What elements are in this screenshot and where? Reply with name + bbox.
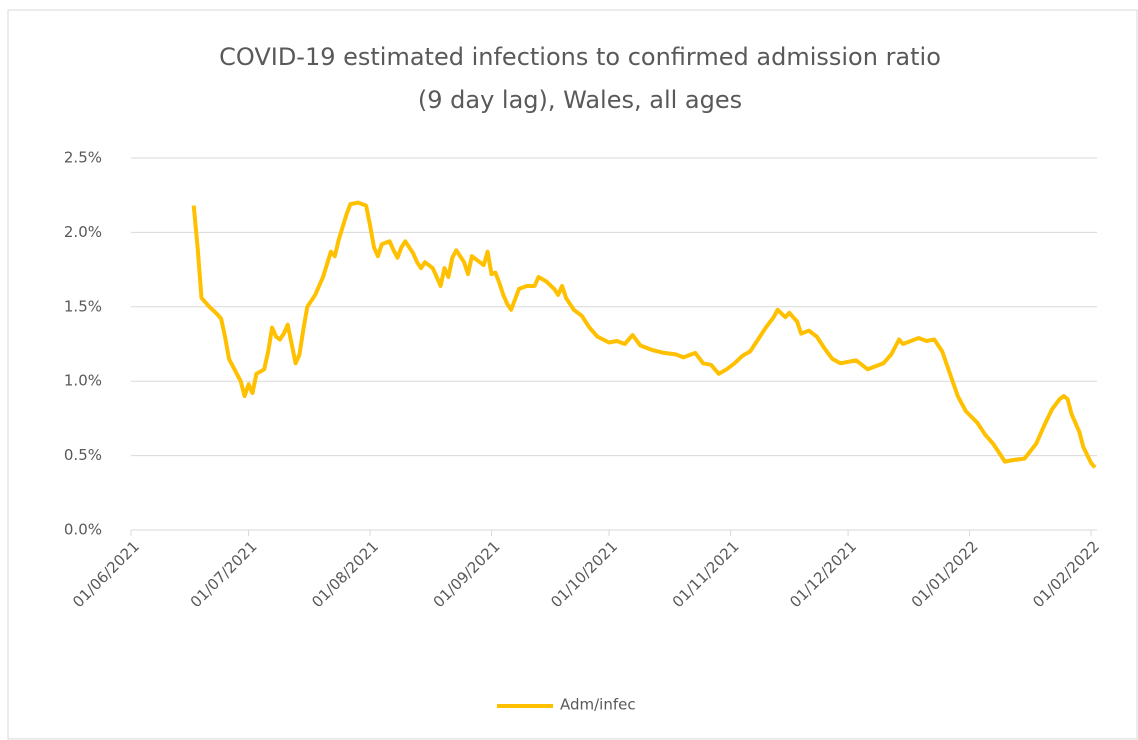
legend-label: Adm/infec: [560, 696, 636, 714]
y-tick-label: 1.0%: [64, 372, 102, 390]
y-tick-label: 1.5%: [64, 297, 102, 315]
chart-border: [7, 9, 1138, 740]
y-tick-label: 2.0%: [64, 223, 102, 241]
y-tick-label: 0.0%: [64, 521, 102, 539]
chart-title: COVID-19 estimated infections to confirm…: [219, 43, 941, 71]
y-tick-label: 2.5%: [64, 149, 102, 167]
y-tick-label: 0.5%: [64, 446, 102, 464]
chart-subtitle: (9 day lag), Wales, all ages: [418, 86, 742, 114]
line: [191, 200, 1097, 469]
